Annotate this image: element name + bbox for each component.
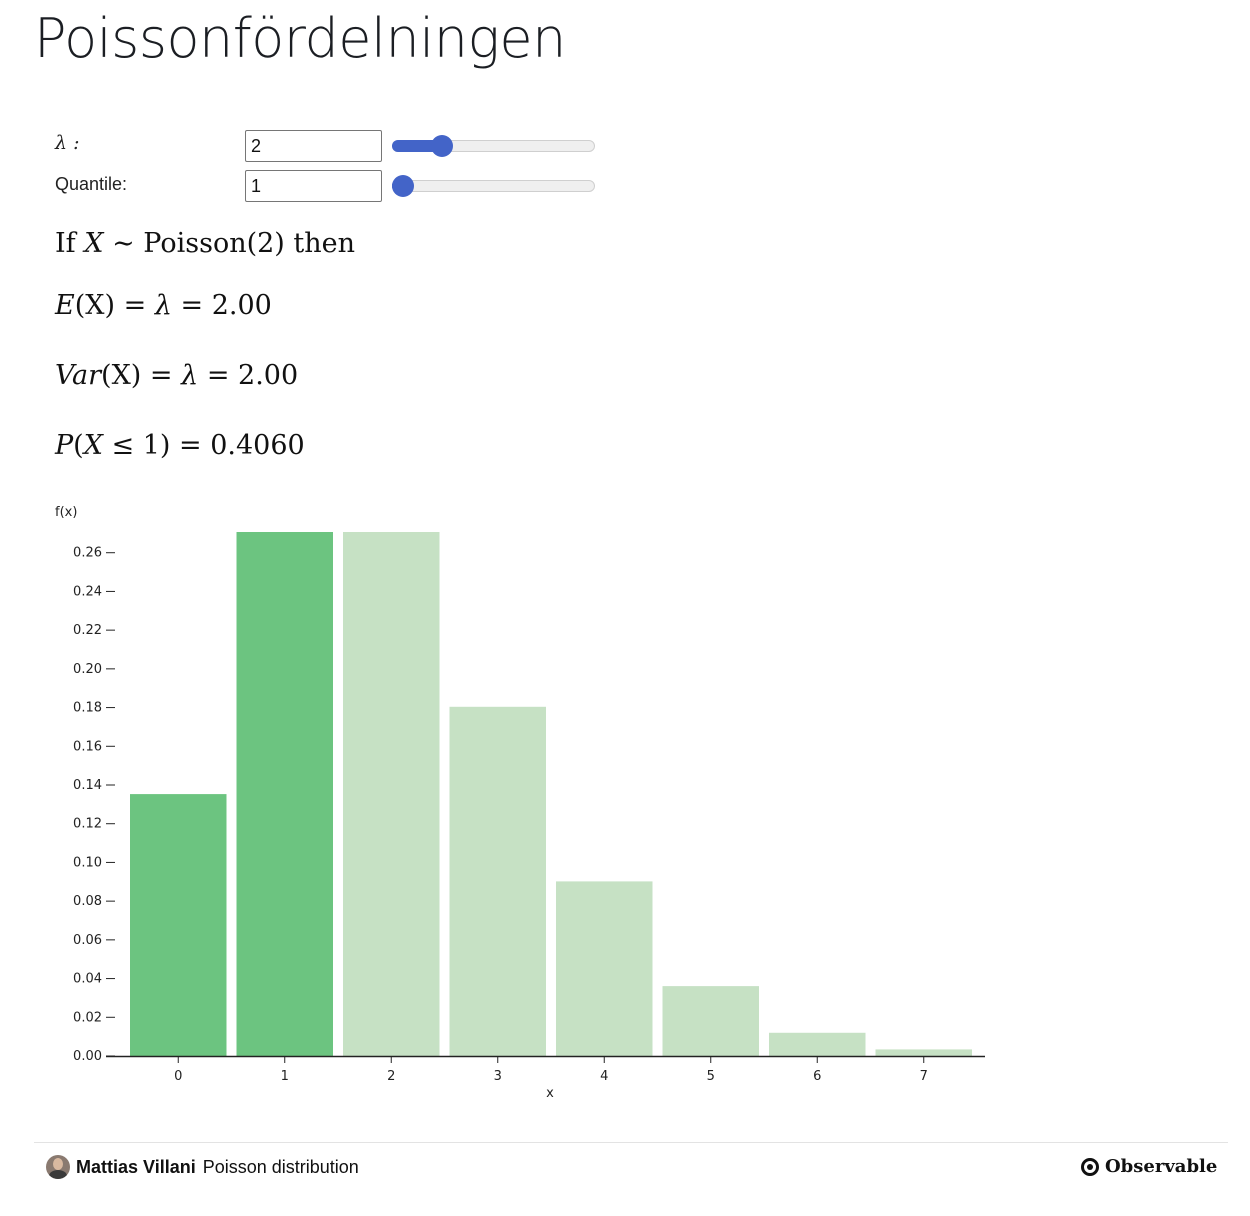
page-title: Poissonfördelningen: [34, 7, 566, 70]
cdf-value: ≤ 1) = 0.4060: [102, 430, 305, 461]
y-tick-label-5: 0.10: [73, 855, 102, 870]
variance-symbol: λ: [181, 360, 199, 391]
mean-symbol: λ: [154, 290, 172, 321]
quantile-control: Quantile:: [55, 170, 615, 202]
variance-argument: (X): [101, 360, 142, 391]
y-tick-label-3: 0.06: [73, 933, 102, 948]
y-axis-label: f(x): [55, 505, 77, 520]
y-tick-label-8: 0.16: [73, 739, 102, 754]
x-axis-label: x: [546, 1086, 554, 1101]
y-tick-label-6: 0.12: [73, 817, 102, 832]
user-avatar-icon[interactable]: [46, 1155, 70, 1179]
x-tick-label-2: 2: [387, 1069, 395, 1084]
y-tick-label-10: 0.20: [73, 662, 102, 677]
notebook-title[interactable]: Poisson distribution: [202, 1156, 359, 1177]
x-tick-label-4: 4: [600, 1069, 608, 1084]
lambda-label: λ :: [55, 132, 80, 154]
bars: [130, 532, 972, 1056]
quantile-slider[interactable]: [392, 175, 595, 197]
cdf-operator: P: [55, 430, 74, 461]
y-tick-label-13: 0.26: [73, 546, 102, 561]
y-tick-label-9: 0.18: [73, 701, 102, 716]
mean-equals: =: [115, 290, 155, 321]
mean-argument: (X): [74, 290, 116, 321]
y-axis: 0.00 0.02 0.04 0.06 0.08 0.10 0.12 0.14 0.16 0.18…: [73, 546, 115, 1064]
quantile-label: Quantile:: [55, 174, 128, 194]
y-tick-label-0: 0.00: [73, 1049, 102, 1064]
quantile-input[interactable]: [245, 170, 382, 202]
bar-x-7: [875, 1049, 972, 1056]
x-tick-label-3: 3: [494, 1069, 502, 1084]
y-tick-label-4: 0.08: [73, 894, 102, 909]
mean-formula: E(X) = λ = 2.00: [55, 290, 272, 321]
bar-x-1: [236, 532, 333, 1056]
cdf-variable: X: [83, 430, 103, 461]
variance-value: = 2.00: [198, 360, 299, 391]
y-tick-label-2: 0.04: [73, 972, 102, 987]
x-tick-label-1: 1: [281, 1069, 289, 1084]
poisson-bar-chart: f(x) 0.00 0.02 0.04 0.06 0.08 0.10 0.12 0.14 0.1…: [55, 505, 985, 1101]
lambda-slider[interactable]: [392, 135, 595, 157]
mean-value: = 2.00: [171, 290, 272, 321]
bar-x-0: [130, 794, 227, 1056]
lambda-input[interactable]: [245, 130, 382, 162]
statement-prefix: If: [55, 228, 85, 259]
quantile-slider-thumb[interactable]: [392, 175, 414, 197]
variance-operator: Var: [55, 360, 102, 391]
statement-distribution: ∼ Poisson(2) then: [103, 228, 356, 259]
quantile-slider-track: [392, 180, 595, 192]
y-tick-label-1: 0.02: [73, 1010, 102, 1025]
y-tick-label-7: 0.14: [73, 778, 102, 793]
bar-x-6: [769, 1032, 866, 1056]
bar-x-2: [343, 532, 440, 1056]
x-tick-label-5: 5: [707, 1069, 715, 1084]
lambda-slider-thumb[interactable]: [431, 135, 454, 157]
x-tick-label-0: 0: [174, 1069, 182, 1084]
x-tick-label-7: 7: [920, 1069, 928, 1084]
x-axis: 0 1 2 3 4 5 6 7: [106, 1055, 985, 1084]
lambda-slider-fill: [392, 140, 443, 152]
cdf-open-paren: (: [73, 430, 84, 461]
mean-operator: E: [55, 290, 75, 321]
lambda-control: λ :: [55, 130, 615, 162]
bar-x-4: [556, 881, 653, 1056]
variance-formula: Var(X) = λ = 2.00: [55, 360, 298, 391]
variance-equals: =: [141, 360, 182, 391]
bar-x-3: [449, 706, 546, 1056]
y-tick-label-11: 0.22: [73, 623, 102, 638]
x-tick-label-6: 6: [813, 1069, 821, 1084]
y-tick-label-12: 0.24: [73, 584, 102, 599]
footer-divider: [34, 1142, 1228, 1143]
statement-variable: X: [84, 228, 104, 259]
distribution-statement: If X ∼ Poisson(2) then: [55, 228, 355, 259]
bar-x-5: [662, 986, 759, 1056]
author-link[interactable]: Mattias Villani: [76, 1156, 196, 1177]
observable-logo-icon: [1081, 1157, 1099, 1176]
cdf-formula: P(X ≤ 1) = 0.4060: [55, 430, 305, 461]
observable-brand[interactable]: Observable: [1081, 1156, 1217, 1177]
footer: Mattias Villani Poisson distribution: [46, 1153, 359, 1181]
brand-name: Observable: [1105, 1156, 1218, 1177]
